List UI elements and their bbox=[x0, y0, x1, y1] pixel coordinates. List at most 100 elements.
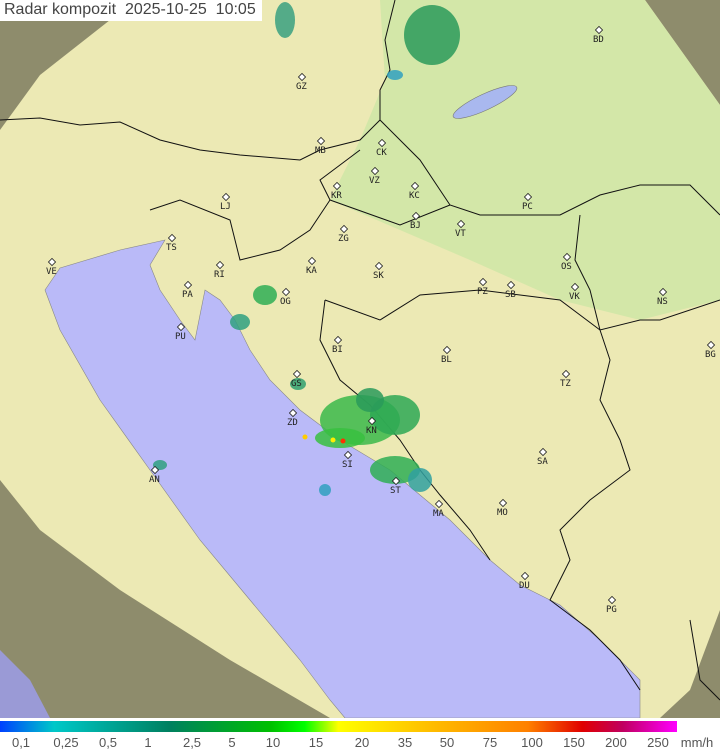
city-label: KN bbox=[366, 426, 377, 436]
borders bbox=[0, 0, 720, 701]
city-marker-icon bbox=[562, 252, 572, 262]
city-marker-icon bbox=[150, 465, 160, 475]
heavy-rain-cell bbox=[302, 434, 308, 440]
heavy-rain-cell bbox=[330, 437, 336, 443]
city-marker-icon bbox=[570, 282, 580, 292]
city-marker-icon bbox=[520, 571, 530, 581]
city-marker-icon bbox=[442, 345, 452, 355]
city-label: SB bbox=[505, 290, 516, 300]
city-label: DU bbox=[519, 581, 530, 591]
city-label: GS bbox=[291, 379, 302, 389]
city-label: GZ bbox=[296, 82, 307, 92]
legend-tick: 0,1 bbox=[11, 735, 31, 750]
city-marker-icon bbox=[367, 416, 377, 426]
legend-tick: 50 bbox=[439, 735, 455, 750]
city-marker-icon bbox=[47, 257, 57, 267]
city-label: SA bbox=[537, 457, 548, 467]
city-label: PG bbox=[606, 605, 617, 615]
city-label: PZ bbox=[477, 287, 488, 297]
city-markers: BD GZ MB CK VZ KR KC PC LJ BJ VT ZG TS OS VE RI KA SK PA PZ… bbox=[46, 25, 716, 615]
city-marker-icon bbox=[411, 211, 421, 221]
rain-cell bbox=[290, 378, 306, 390]
city-marker-icon bbox=[607, 595, 617, 605]
city-marker-icon bbox=[183, 280, 193, 290]
tyrrhenian-sea bbox=[0, 650, 50, 718]
city-label: VK bbox=[569, 292, 580, 302]
heavy-rain-cell bbox=[340, 438, 346, 444]
legend-tick: 10 bbox=[265, 735, 281, 750]
city-marker-icon bbox=[307, 256, 317, 266]
city-marker-icon bbox=[410, 181, 420, 191]
city-marker-icon bbox=[456, 219, 466, 229]
legend-tick: 15 bbox=[308, 735, 324, 750]
city-marker-icon bbox=[292, 369, 302, 379]
city-label: BI bbox=[332, 345, 343, 355]
city-label: ZD bbox=[287, 418, 298, 428]
legend-tick: 100 bbox=[521, 735, 543, 750]
rain-cell bbox=[370, 456, 420, 484]
city-label: ZG bbox=[338, 234, 349, 244]
city-label: MO bbox=[497, 508, 508, 518]
city-marker-icon bbox=[498, 498, 508, 508]
pannonian-plain bbox=[330, 0, 720, 320]
city-marker-icon bbox=[316, 136, 326, 146]
legend-tick: 200 bbox=[605, 735, 627, 750]
title-time: 10:05 bbox=[215, 1, 256, 18]
city-marker-icon bbox=[297, 72, 307, 82]
city-marker-icon bbox=[434, 499, 444, 509]
city-label: VZ bbox=[369, 176, 380, 186]
legend-tick: 35 bbox=[397, 735, 413, 750]
city-label: SK bbox=[373, 271, 384, 281]
rain-cell bbox=[408, 468, 432, 492]
city-label: PC bbox=[522, 202, 533, 212]
city-label: TZ bbox=[560, 379, 571, 389]
city-marker-icon bbox=[281, 287, 291, 297]
city-marker-icon bbox=[391, 476, 401, 486]
rain-cell bbox=[404, 5, 460, 65]
map-title: Radar kompozit 2025-10-25 10:05 bbox=[0, 0, 262, 21]
city-label: BL bbox=[441, 355, 452, 365]
rain-cell bbox=[275, 2, 295, 38]
city-marker-icon bbox=[167, 233, 177, 243]
city-marker-icon bbox=[377, 138, 387, 148]
city-label: TS bbox=[166, 243, 177, 253]
title-date: 2025-10-25 bbox=[124, 1, 207, 18]
legend-tick: 250 bbox=[647, 735, 669, 750]
city-marker-icon bbox=[594, 25, 604, 35]
city-marker-icon bbox=[374, 261, 384, 271]
city-label: BG bbox=[705, 350, 716, 360]
legend-tick: 0,25 bbox=[53, 735, 79, 750]
city-label: PA bbox=[182, 290, 193, 300]
city-label: NS bbox=[657, 297, 668, 307]
city-marker-icon bbox=[333, 335, 343, 345]
city-label: ST bbox=[390, 486, 401, 496]
rain-cell bbox=[356, 388, 384, 412]
city-marker-icon bbox=[538, 447, 548, 457]
adriatic-sea bbox=[44, 239, 641, 718]
city-label: VE bbox=[46, 267, 57, 277]
radar-map[interactable]: BD GZ MB CK VZ KR KC PC LJ BJ VT ZG TS OS VE RI KA SK PA PZ… bbox=[0, 0, 720, 718]
city-marker-icon bbox=[523, 192, 533, 202]
city-label: BD bbox=[593, 35, 604, 45]
city-marker-icon bbox=[478, 277, 488, 287]
city-marker-icon bbox=[706, 340, 716, 350]
rain-cell bbox=[319, 484, 331, 496]
city-label: LJ bbox=[220, 202, 231, 212]
legend-tick: 1 bbox=[144, 735, 152, 750]
city-label: RI bbox=[214, 270, 225, 280]
city-label: OS bbox=[561, 262, 572, 272]
legend-unit: mm/h bbox=[680, 735, 714, 750]
rain-echoes bbox=[153, 2, 460, 496]
color-scale-bar bbox=[0, 721, 677, 732]
city-marker-icon bbox=[370, 166, 380, 176]
rain-cell bbox=[230, 314, 250, 330]
rain-cell bbox=[315, 428, 365, 448]
legend-tick: 75 bbox=[482, 735, 498, 750]
city-label: OG bbox=[280, 297, 291, 307]
legend-tick: 150 bbox=[563, 735, 585, 750]
city-label: VT bbox=[455, 229, 466, 239]
rain-cell bbox=[253, 285, 277, 305]
city-marker-icon bbox=[288, 408, 298, 418]
city-label: BJ bbox=[410, 221, 421, 231]
